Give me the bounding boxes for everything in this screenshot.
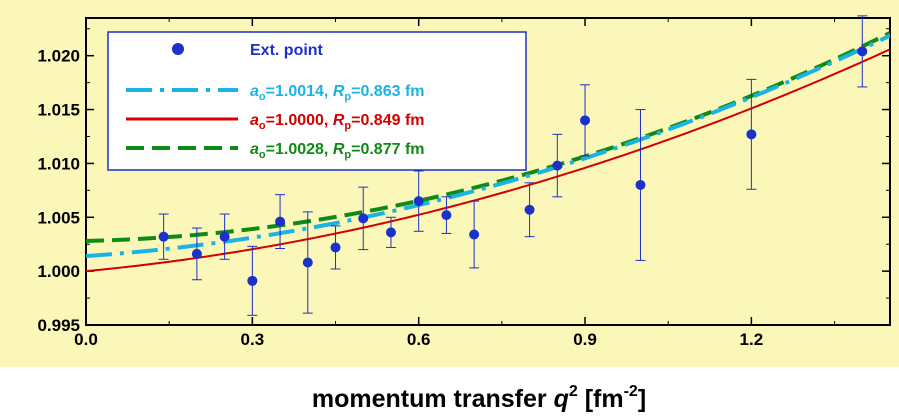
legend-box — [107, 31, 527, 171]
data-point-15 — [635, 179, 646, 190]
data-point-6 — [330, 242, 341, 253]
y-tick-label-2: 1.005 — [37, 208, 80, 227]
data-point-11 — [469, 229, 480, 240]
y-tick-label-3: 1.010 — [37, 154, 80, 173]
data-points — [158, 15, 868, 316]
data-point-7 — [358, 213, 369, 224]
x-tick-label-0: 0.0 — [74, 330, 98, 349]
x-tick-label-2: 0.6 — [407, 330, 431, 349]
y-tick-label-4: 1.015 — [37, 101, 80, 120]
legend-label-points: Ext. point — [250, 42, 324, 59]
x-tick-label-4: 1.2 — [740, 330, 764, 349]
legend-label-series-3: ao=1.0028, Rp=0.877 fm — [250, 141, 425, 161]
model-curves — [86, 31, 890, 273]
y-tick-label-0: 0.995 — [37, 316, 80, 335]
x-axis-title: momentum transfer q2 [fm-2] — [312, 383, 646, 413]
data-point-2 — [219, 231, 230, 242]
data-point-14 — [580, 115, 591, 126]
curve-series-1 — [86, 33, 890, 259]
data-point-1 — [191, 248, 202, 259]
axis-ticks: 0.0 0.3 0.6 0.9 1.2 0.995 1.000 1.005 1.010 1.015… — [37, 18, 890, 349]
legend-label-series-1: ao=1.0014, Rp=0.863 fm — [250, 83, 425, 103]
x-tick-label-3: 0.9 — [573, 330, 597, 349]
legend: Ext. point ao=1.0014, Rp=0.863 fm ao=1.0… — [107, 31, 527, 171]
legend-label-series-2: ao=1.0000, Rp=0.849 fm — [250, 112, 425, 132]
data-point-17 — [857, 46, 868, 57]
curve-series-2 — [86, 48, 890, 273]
data-point-0 — [158, 231, 169, 242]
y-tick-label-5: 1.020 — [37, 47, 80, 66]
x-tick-label-1: 0.3 — [241, 330, 265, 349]
data-point-5 — [302, 257, 313, 268]
y-tick-label-1: 1.000 — [37, 262, 80, 281]
data-point-10 — [441, 210, 452, 221]
data-point-3 — [247, 275, 258, 286]
legend-marker-points — [172, 43, 184, 55]
data-point-4 — [275, 216, 286, 227]
data-point-8 — [385, 227, 396, 238]
data-point-9 — [413, 196, 424, 207]
data-point-16 — [746, 129, 757, 140]
data-point-13 — [552, 160, 563, 171]
data-point-12 — [524, 204, 535, 215]
